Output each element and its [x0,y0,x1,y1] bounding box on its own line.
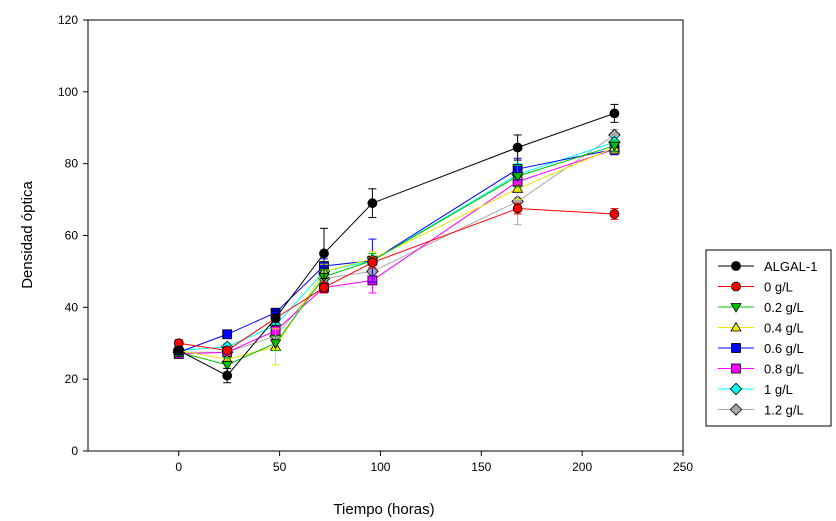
data-point [222,345,233,356]
data-point [367,257,378,268]
x-tick-label: 150 [471,460,491,474]
y-tick-label: 0 [71,444,78,458]
legend-label: 0 g/L [764,280,793,295]
data-point [173,345,184,356]
data-point [511,172,524,183]
series-algal-1 [173,103,620,384]
data-point [367,198,378,209]
data-point [319,282,329,293]
data-point [512,203,523,214]
x-axis-title: Tiempo (horas) [333,501,434,518]
y-tick-label: 120 [58,13,78,27]
legend-box [705,249,832,427]
x-tick-label: 250 [673,460,693,474]
legend-item: ALGAL-1 [718,259,817,274]
legend-label: ALGAL-1 [764,259,817,274]
plot-frame [87,19,684,452]
legend-item: 0 g/L [718,280,793,295]
data-point [222,370,233,381]
legend: ALGAL-1 0 g/L 0.2 g/L 0.4 g/L 0.6 g/L 0.8 g/L… [705,249,832,427]
data-point [609,108,620,119]
series-0-6-g-l [173,143,620,358]
legend-label: 0.4 g/L [764,321,804,336]
data-point [609,209,620,219]
legend-marker [729,403,743,416]
series-line [178,134,615,353]
y-tick-label: 40 [65,300,79,314]
series-0-4-g-l [173,141,621,368]
data-point [221,360,233,371]
legend-item: 0.2 g/L [718,300,804,315]
y-tick-label: 20 [65,372,79,386]
x-tick-label: 0 [175,460,182,474]
x-tick-label: 50 [273,460,287,474]
legend-label: 0.6 g/L [764,341,804,356]
x-tick-label: 200 [572,460,592,474]
data-point [512,142,523,153]
legend-label: 0.8 g/L [764,362,804,377]
axes: 0 50 100 150 200 250 0 20 40 60 80 100 120 [58,13,693,474]
series-0-g-l [173,202,620,356]
legend-marker [731,261,741,271]
series-line [178,145,615,366]
legend-item: 0.6 g/L [718,341,804,356]
legend-marker [729,382,743,396]
legend-label: 0.2 g/L [764,300,804,315]
y-axis-title: Densidad óptica [19,181,36,289]
data-point [511,183,524,193]
legend-label: 1.2 g/L [764,403,804,418]
data-point [608,141,621,152]
legend-marker [731,363,741,374]
x-tick-label: 100 [370,460,390,474]
data-point [270,313,281,324]
legend-label: 1 g/L [764,382,793,397]
data-point [269,339,282,350]
legend-marker [731,281,741,292]
data-point [319,248,329,259]
legend-item: 0.8 g/L [718,362,804,377]
legend-item: 0.4 g/L [718,321,804,336]
series-0-2-g-l [173,139,621,373]
legend-marker [730,303,742,313]
plot-area [172,103,621,384]
y-tick-label: 60 [65,229,79,243]
y-tick-label: 80 [65,157,79,171]
legend-item: 1 g/L [718,382,793,397]
legend-marker [730,321,742,332]
data-point [222,329,233,340]
y-tick-label: 100 [58,85,78,99]
series-line [178,112,615,377]
legend-marker [731,343,741,353]
legend-item: 1.2 g/L [718,403,804,418]
series-0-8-g-l [173,143,620,359]
series-line [178,208,615,351]
series-1-2-g-l [172,128,621,359]
